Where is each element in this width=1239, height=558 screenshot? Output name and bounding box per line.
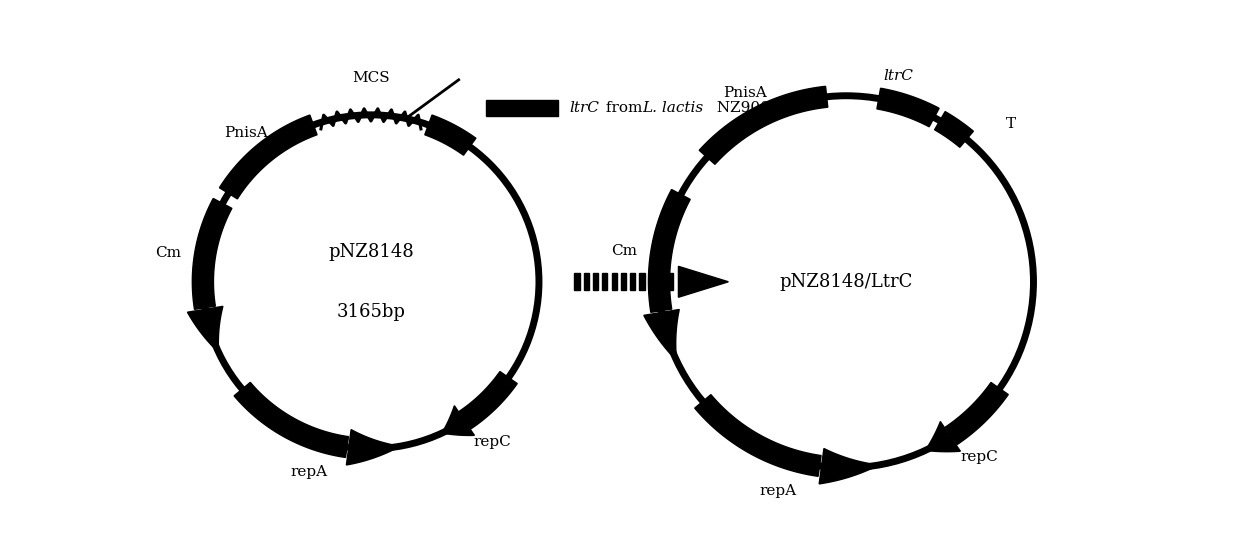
Polygon shape — [425, 115, 476, 155]
Bar — [486, 100, 558, 117]
Text: from: from — [601, 101, 648, 115]
Polygon shape — [347, 430, 400, 465]
Text: Cm: Cm — [155, 247, 181, 261]
Text: repC: repC — [960, 450, 999, 464]
Bar — [649, 273, 654, 290]
Polygon shape — [192, 199, 232, 309]
Polygon shape — [460, 372, 517, 429]
Text: pNZ8148/LtrC: pNZ8148/LtrC — [779, 273, 913, 291]
Text: ltrC: ltrC — [883, 69, 913, 83]
Polygon shape — [945, 382, 1009, 445]
Text: MCS: MCS — [352, 71, 390, 85]
Bar — [584, 273, 589, 290]
Bar — [621, 273, 626, 290]
Polygon shape — [644, 310, 679, 360]
Text: repA: repA — [760, 484, 797, 498]
Bar — [631, 273, 636, 290]
Polygon shape — [926, 422, 960, 452]
Bar — [593, 273, 598, 290]
Polygon shape — [648, 190, 690, 312]
Polygon shape — [934, 112, 974, 147]
Polygon shape — [679, 266, 729, 297]
Polygon shape — [219, 115, 317, 199]
Text: repA: repA — [290, 465, 327, 479]
Bar — [602, 273, 607, 290]
Text: T: T — [1006, 117, 1016, 131]
Bar — [658, 273, 663, 290]
Text: 3165bp: 3165bp — [337, 303, 405, 321]
Text: repC: repC — [473, 435, 512, 449]
Text: NZ9000: NZ9000 — [711, 101, 779, 115]
Polygon shape — [234, 382, 348, 458]
Bar — [574, 273, 580, 290]
Polygon shape — [819, 449, 878, 484]
Text: PnisA: PnisA — [724, 86, 767, 100]
Text: T: T — [498, 107, 508, 121]
Polygon shape — [699, 86, 828, 164]
Polygon shape — [442, 406, 475, 435]
Polygon shape — [187, 306, 223, 352]
Text: pNZ8148: pNZ8148 — [328, 243, 414, 261]
Bar — [639, 273, 644, 290]
Text: L. lactis: L. lactis — [643, 101, 704, 115]
Polygon shape — [877, 88, 939, 127]
Text: ltrC: ltrC — [570, 101, 600, 115]
Bar — [668, 273, 673, 290]
Bar — [612, 273, 617, 290]
Text: Cm: Cm — [611, 244, 637, 258]
Text: PnisA: PnisA — [224, 127, 268, 141]
Polygon shape — [695, 395, 821, 477]
